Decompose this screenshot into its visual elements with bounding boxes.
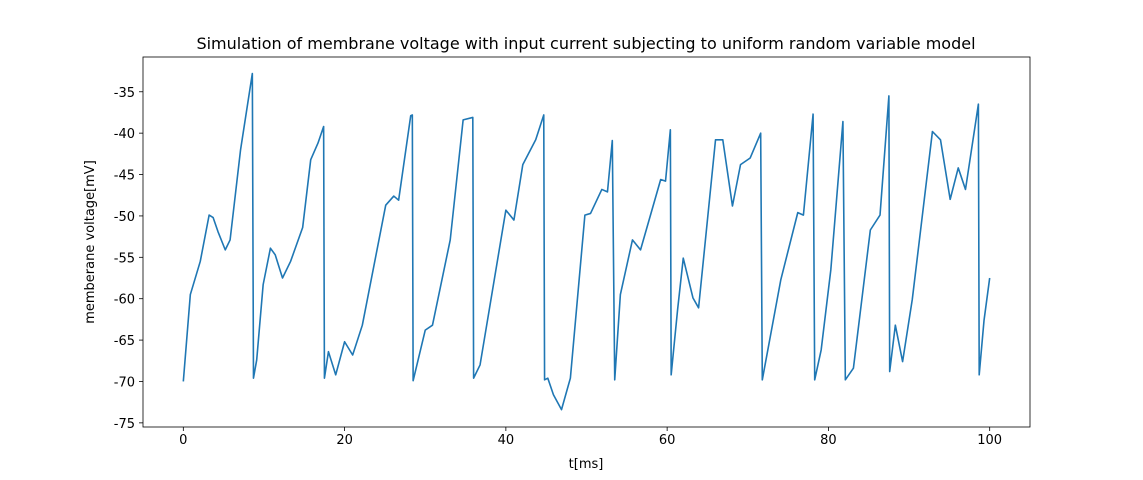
- y-tick-label: -50: [114, 210, 135, 225]
- chart-title: Simulation of membrane voltage with inpu…: [196, 34, 975, 53]
- x-tick-label: 20: [336, 433, 353, 448]
- y-tick-label: -60: [114, 293, 135, 308]
- y-tick-label: -70: [114, 375, 135, 390]
- x-tick-label: 0: [179, 433, 187, 448]
- y-tick-label: -65: [114, 334, 135, 349]
- x-tick-label: 80: [820, 433, 837, 448]
- x-tick-label: 40: [498, 433, 515, 448]
- x-axis-label: t[ms]: [569, 457, 604, 472]
- series-line: [182, 72, 991, 411]
- y-tick-label: -35: [114, 86, 135, 101]
- x-tick-label: 60: [659, 433, 676, 448]
- y-tick-label: -40: [114, 127, 135, 142]
- axes-frame: [142, 56, 1031, 428]
- y-axis-label: memberane voltage[mV]: [83, 160, 98, 324]
- y-tick-label: -75: [114, 417, 135, 432]
- y-tick-label: -45: [114, 169, 135, 184]
- x-tick-label: 100: [977, 433, 1002, 448]
- y-tick-label: -55: [114, 251, 135, 266]
